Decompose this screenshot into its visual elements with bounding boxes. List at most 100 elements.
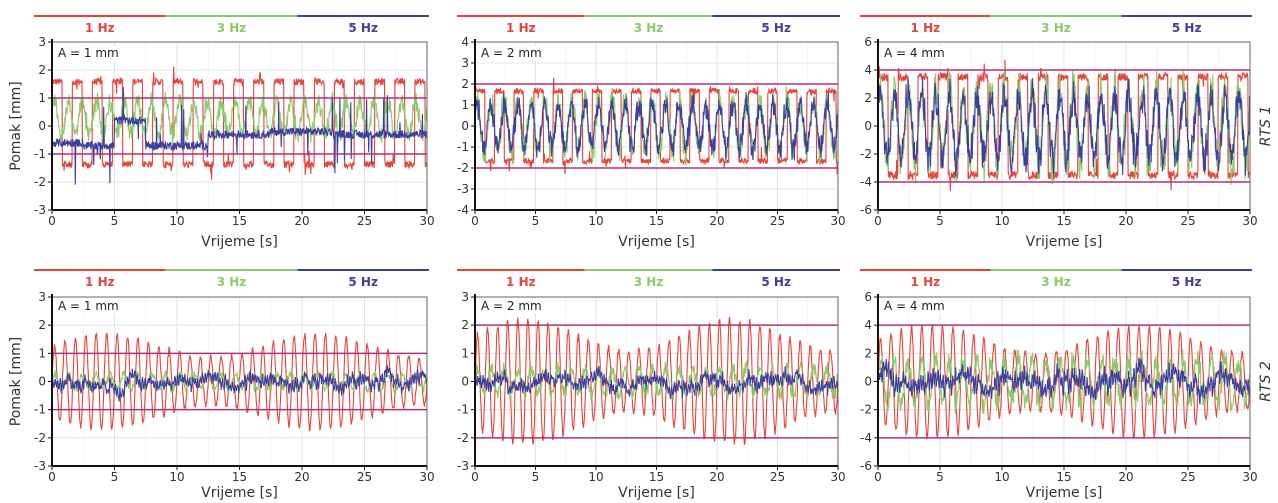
x-tick-label: 20 xyxy=(294,470,309,484)
series-line xyxy=(52,91,427,144)
y-tick-label: 1 xyxy=(461,346,469,360)
y-tick-label: 1 xyxy=(38,91,46,105)
chart-panel: 1 Hz 3 Hz 5 Hz 0 5 10 15 20 25 30 -4 -3 -2 -1 0 1 2 3 4 Vri… xyxy=(457,15,846,250)
legend-label: 5 Hz xyxy=(1172,21,1202,35)
series-line xyxy=(52,369,427,394)
amplitude-label-bg xyxy=(478,299,556,314)
y-tick-label: 4 xyxy=(864,63,872,77)
x-tick-label: 25 xyxy=(1180,214,1195,228)
x-tick-label: 5 xyxy=(936,470,944,484)
series-line xyxy=(475,360,838,402)
x-axis-label: Vrijeme [s] xyxy=(1026,234,1103,250)
x-tick-label: 10 xyxy=(994,470,1009,484)
x-axis-label: Vrijeme [s] xyxy=(201,234,278,250)
amplitude-label-bg xyxy=(881,299,959,314)
amplitude-label: A = 4 mm xyxy=(884,46,945,60)
series-line xyxy=(475,366,838,400)
y-tick-label: 1 xyxy=(38,346,46,360)
row-label: RTS 2 xyxy=(1258,361,1274,402)
y-tick-label: 2 xyxy=(864,346,872,360)
y-tick-label: -6 xyxy=(860,459,872,473)
x-tick-label: 10 xyxy=(994,214,1009,228)
y-tick-label: 4 xyxy=(461,35,469,49)
legend-label: 1 Hz xyxy=(911,21,941,35)
y-tick-label: 0 xyxy=(461,119,469,133)
x-axis-label: Vrijeme [s] xyxy=(618,234,695,250)
x-tick-label: 30 xyxy=(419,470,434,484)
x-tick-label: 15 xyxy=(1056,214,1071,228)
x-tick-label: 5 xyxy=(111,470,119,484)
legend-label: 3 Hz xyxy=(1041,21,1071,35)
legend-label: 5 Hz xyxy=(348,21,378,35)
x-tick-label: 25 xyxy=(770,470,785,484)
x-tick-label: 5 xyxy=(532,214,540,228)
y-tick-label: 3 xyxy=(38,35,46,49)
x-tick-label: 30 xyxy=(419,214,434,228)
x-tick-label: 15 xyxy=(649,470,664,484)
amplitude-label: A = 1 mm xyxy=(58,299,119,313)
y-tick-label: 6 xyxy=(864,35,872,49)
amplitude-label: A = 4 mm xyxy=(884,299,945,313)
y-tick-label: -3 xyxy=(457,459,469,473)
y-tick-label: -4 xyxy=(860,175,872,189)
amplitude-label: A = 1 mm xyxy=(58,46,119,60)
y-tick-label: -4 xyxy=(457,203,469,217)
y-tick-label: 3 xyxy=(461,290,469,304)
y-tick-label: -1 xyxy=(34,147,46,161)
y-tick-label: 0 xyxy=(38,375,46,389)
legend-label: 1 Hz xyxy=(506,275,536,289)
series-line xyxy=(878,59,1250,192)
x-tick-label: 15 xyxy=(1056,470,1071,484)
legend-label: 1 Hz xyxy=(506,21,536,35)
x-tick-label: 0 xyxy=(874,470,882,484)
chart-panel: 1 Hz 3 Hz 5 Hz 0 5 10 15 20 25 30 -3 -2 -1 0 1 2 3 Vrijem… xyxy=(8,269,435,501)
amplitude-label-bg xyxy=(55,299,133,314)
y-tick-label: -1 xyxy=(457,403,469,417)
y-tick-label: 0 xyxy=(864,119,872,133)
series-line xyxy=(52,86,427,185)
x-tick-label: 30 xyxy=(830,470,845,484)
x-axis-label: Vrijeme [s] xyxy=(618,485,695,501)
y-tick-label: -3 xyxy=(34,203,46,217)
x-tick-label: 0 xyxy=(874,214,882,228)
y-tick-label: 2 xyxy=(864,91,872,105)
series-line xyxy=(475,91,838,161)
y-tick-label: 3 xyxy=(461,56,469,70)
x-tick-label: 10 xyxy=(588,214,603,228)
x-tick-label: 15 xyxy=(232,214,247,228)
y-tick-label: 2 xyxy=(38,318,46,332)
chart-panel: 1 Hz 3 Hz 5 Hz 0 5 10 15 20 25 30 -3 -2 -1 0 1 2 3 Vrijem… xyxy=(457,269,846,501)
x-tick-label: 20 xyxy=(1118,470,1133,484)
x-tick-label: 10 xyxy=(588,470,603,484)
x-tick-label: 15 xyxy=(649,214,664,228)
y-tick-label: -2 xyxy=(860,147,872,161)
y-tick-label: -1 xyxy=(34,403,46,417)
x-tick-label: 20 xyxy=(1118,214,1133,228)
legend-label: 3 Hz xyxy=(634,275,664,289)
amplitude-label: A = 2 mm xyxy=(481,299,542,313)
legend-label: 1 Hz xyxy=(85,21,115,35)
y-tick-label: 2 xyxy=(461,77,469,91)
y-tick-label: 0 xyxy=(864,375,872,389)
y-axis-label: Pomak [mm] xyxy=(8,337,24,426)
legend-label: 5 Hz xyxy=(761,275,791,289)
y-tick-label: -2 xyxy=(860,403,872,417)
x-tick-label: 25 xyxy=(357,470,372,484)
legend-label: 1 Hz xyxy=(911,275,941,289)
chart-panel: 1 Hz 3 Hz 5 Hz 0 5 10 15 20 25 30 -3 -2 -1 0 1 2 3 Vrijem… xyxy=(8,15,435,250)
legend-label: 5 Hz xyxy=(1172,275,1202,289)
amplitude-label-bg xyxy=(55,46,133,61)
y-tick-label: 1 xyxy=(461,98,469,112)
y-tick-label: -2 xyxy=(457,161,469,175)
series-line xyxy=(52,364,427,402)
chart-panel: 1 Hz 3 Hz 5 Hz 0 5 10 15 20 25 30 -6 -4 -2 0 2 4 6 Vrijem… xyxy=(860,269,1274,501)
y-tick-label: -2 xyxy=(457,431,469,445)
y-tick-label: -6 xyxy=(860,203,872,217)
y-tick-label: 0 xyxy=(38,119,46,133)
series-line xyxy=(52,66,427,180)
legend-label: 3 Hz xyxy=(217,275,247,289)
x-tick-label: 20 xyxy=(294,214,309,228)
x-tick-label: 30 xyxy=(1242,470,1257,484)
x-tick-label: 5 xyxy=(532,470,540,484)
